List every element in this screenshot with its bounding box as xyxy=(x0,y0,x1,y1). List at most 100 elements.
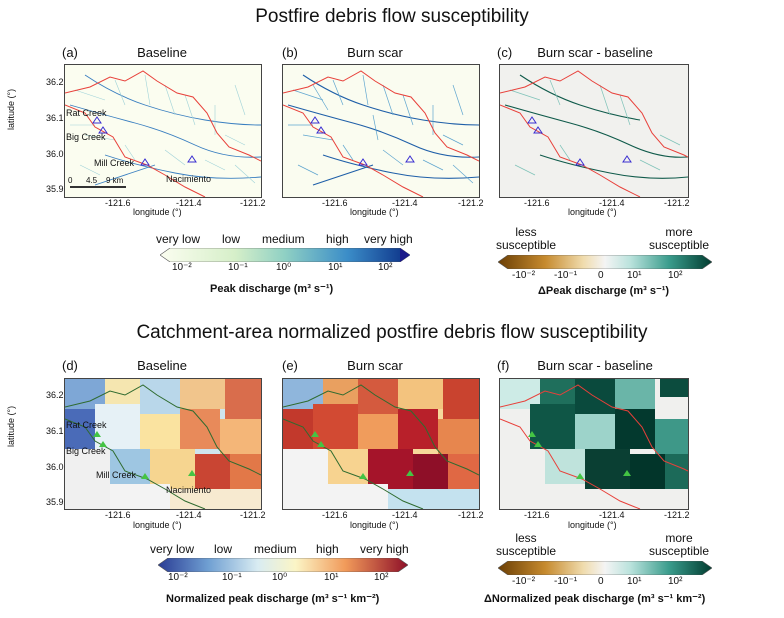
panel-e-label: (e) xyxy=(282,358,298,373)
cbar1-cat-2: medium xyxy=(262,232,305,246)
place-nacimiento: Nacimiento xyxy=(166,174,212,184)
panel-e-title: Burn scar xyxy=(347,358,403,373)
tributaries-b xyxy=(288,74,474,184)
cbar3-tick-0: 10⁻² xyxy=(168,572,188,583)
burn-perimeter-b-south xyxy=(283,104,424,197)
map-d-svg xyxy=(65,379,261,509)
cbar4-tick-4: 10² xyxy=(668,576,683,587)
cbar3-tick-4: 10² xyxy=(374,572,389,583)
station-markers-f xyxy=(528,431,631,479)
burn-perimeter-d xyxy=(65,384,261,476)
burn-perimeter-f xyxy=(500,384,688,472)
cbar1-tick-2: 10⁰ xyxy=(276,262,292,273)
panel-f-label: (f) xyxy=(497,358,510,373)
burn-perimeter-c xyxy=(500,70,688,158)
cbar2-tick-2: 0 xyxy=(598,270,604,281)
cbar1-tick-4: 10² xyxy=(378,262,393,273)
cbar3-cat-2: medium xyxy=(254,542,297,556)
ytick-a-1: 36.1 xyxy=(46,113,64,123)
colorbar-peak-discharge xyxy=(160,248,410,262)
xtick-c-2: -121.2 xyxy=(664,198,690,208)
ytick-a-0: 36.2 xyxy=(46,77,64,87)
map-d xyxy=(64,378,262,510)
panel-b-title: Burn scar xyxy=(347,45,403,60)
burn-perimeter-f-south xyxy=(500,418,641,509)
xtick-f-0: -121.6 xyxy=(524,510,550,520)
xlabel-e: longitude (°) xyxy=(350,520,399,530)
xlabel-f: longitude (°) xyxy=(568,520,617,530)
panel-c-title: Burn scar - baseline xyxy=(537,45,653,60)
burn-perimeter-e-south xyxy=(283,418,424,509)
panel-f-title: Burn scar - baseline xyxy=(537,358,653,373)
cbar3-cat-1: low xyxy=(214,542,233,556)
ytick-d-0: 36.2 xyxy=(46,390,64,400)
ytick-d-3: 35.9 xyxy=(46,497,64,507)
cbar1-tick-0: 10⁻² xyxy=(172,262,192,273)
delta-tributaries-c xyxy=(509,79,681,176)
panel-d-title: Baseline xyxy=(137,358,187,373)
river-network-a xyxy=(69,74,261,186)
place-big-creek: Big Creek xyxy=(66,132,106,142)
cbar3-title: Normalized peak discharge (m³ s⁻¹ km⁻²) xyxy=(166,593,380,605)
cbar4-more: more susceptible xyxy=(648,531,710,558)
ytick-d-2: 36.0 xyxy=(46,462,64,472)
xtick-d-2: -121.2 xyxy=(240,510,266,520)
xtick-e-1: -121.4 xyxy=(392,510,418,520)
xtick-f-1: -121.4 xyxy=(599,510,625,520)
xlabel-b: longitude (°) xyxy=(350,207,399,217)
burn-perimeter-b xyxy=(283,70,479,162)
xlabel-d: longitude (°) xyxy=(133,520,182,530)
cbar4-tick-0: -10⁻² xyxy=(512,576,536,587)
xtick-b-0: -121.6 xyxy=(322,198,348,208)
cbar1-tick-3: 10¹ xyxy=(328,262,343,273)
place-mill-creek: Mill Creek xyxy=(94,158,135,168)
cbar2-tick-3: 10¹ xyxy=(627,270,642,281)
xlabel-a: longitude (°) xyxy=(133,207,182,217)
burn-perimeter-a-south xyxy=(65,104,206,197)
ylabel-a: latitude (°) xyxy=(6,88,16,130)
xtick-d-0: -121.6 xyxy=(105,510,131,520)
panel-c-label: (c) xyxy=(497,45,513,60)
colorbar-delta-normalized xyxy=(498,561,712,575)
colorbar-delta-peak xyxy=(498,255,712,269)
cbar1-cat-4: very high xyxy=(364,232,413,246)
cbar2-more: more susceptible xyxy=(648,225,710,252)
map-a xyxy=(64,64,262,198)
xtick-a-1: -121.4 xyxy=(176,198,202,208)
cbar4-tick-2: 0 xyxy=(598,576,604,587)
map-c xyxy=(499,64,689,198)
panel-a-label: (a) xyxy=(62,45,78,60)
tributaries-a xyxy=(70,74,256,184)
cbar4-less: less susceptible xyxy=(496,531,557,558)
xtick-e-2: -121.2 xyxy=(458,510,484,520)
xtick-e-0: -121.6 xyxy=(322,510,348,520)
station-markers-c xyxy=(527,116,632,166)
ytick-a-2: 36.0 xyxy=(46,149,64,159)
cbar4-tick-1: -10⁻¹ xyxy=(554,576,578,587)
map-c-svg xyxy=(500,70,688,197)
cbar3-cat-4: very high xyxy=(360,542,409,556)
panel-d-label: (d) xyxy=(62,358,78,373)
section1-title: Postfire debris flow susceptibility xyxy=(255,6,529,27)
map-b-svg xyxy=(283,70,479,197)
map-b xyxy=(282,64,480,198)
place-big-creek-d: Big Creek xyxy=(66,446,106,456)
cbar1-cat-0: very low xyxy=(156,232,201,246)
panel-a-title: Baseline xyxy=(137,45,187,60)
cbar1-cat-1: low xyxy=(222,232,241,246)
burn-perimeter-e xyxy=(283,384,479,476)
cbar2-tick-0: -10⁻² xyxy=(512,270,536,281)
place-mill-creek-d: Mill Creek xyxy=(96,470,137,480)
burn-perimeter-c-south xyxy=(500,104,641,197)
scalebar-9: 9 km xyxy=(106,176,124,185)
place-rat-creek-d: Rat Creek xyxy=(66,420,107,430)
ytick-d-1: 36.1 xyxy=(46,426,64,436)
place-nacimiento-d: Nacimiento xyxy=(166,485,212,495)
scalebar xyxy=(70,186,126,188)
xlabel-c: longitude (°) xyxy=(568,207,617,217)
xtick-c-0: -121.6 xyxy=(524,198,550,208)
cbar1-cat-3: high xyxy=(326,232,349,246)
xtick-a-0: -121.6 xyxy=(105,198,131,208)
xtick-f-2: -121.2 xyxy=(664,510,690,520)
cbar3-tick-3: 10¹ xyxy=(324,572,339,583)
